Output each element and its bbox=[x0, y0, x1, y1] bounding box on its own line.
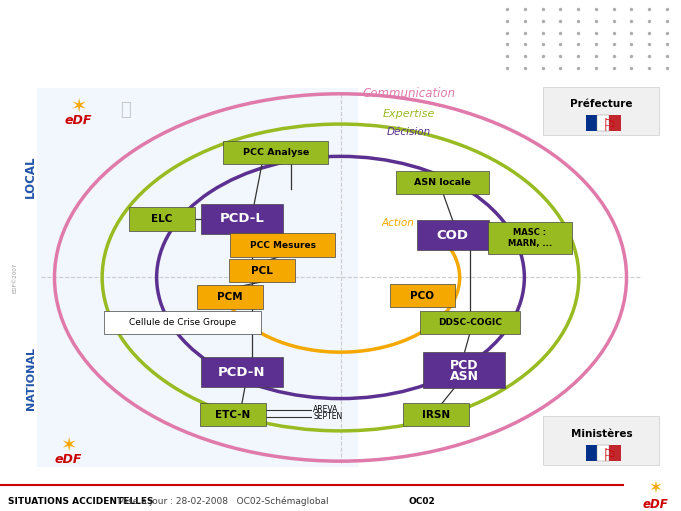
Text: ✶: ✶ bbox=[60, 435, 76, 454]
Text: eDF: eDF bbox=[642, 498, 668, 510]
FancyBboxPatch shape bbox=[200, 357, 283, 387]
FancyBboxPatch shape bbox=[597, 445, 609, 461]
FancyBboxPatch shape bbox=[229, 259, 295, 282]
Text: Schéma global: Schéma global bbox=[9, 53, 101, 65]
Text: AREVA: AREVA bbox=[313, 405, 338, 414]
Text: SITUATIONS ACCIDENTELLES: SITUATIONS ACCIDENTELLES bbox=[8, 497, 154, 506]
FancyBboxPatch shape bbox=[200, 403, 266, 427]
Text: eDF: eDF bbox=[54, 453, 82, 467]
FancyBboxPatch shape bbox=[197, 285, 263, 309]
Text: ETC-N: ETC-N bbox=[215, 410, 251, 420]
Text: PCD: PCD bbox=[450, 359, 478, 371]
FancyBboxPatch shape bbox=[417, 220, 489, 250]
Text: Préfecture: Préfecture bbox=[570, 99, 633, 109]
Text: PCO: PCO bbox=[410, 291, 434, 300]
Text: Expertise: Expertise bbox=[383, 109, 434, 119]
Text: ORGANISATION DE CRISE NUCLÉAIRE: ORGANISATION DE CRISE NUCLÉAIRE bbox=[9, 13, 398, 32]
Text: PCC Mesures: PCC Mesures bbox=[250, 241, 315, 250]
Text: IRSN: IRSN bbox=[422, 410, 450, 420]
FancyBboxPatch shape bbox=[543, 86, 659, 135]
FancyBboxPatch shape bbox=[37, 88, 358, 467]
Text: Décision: Décision bbox=[387, 127, 430, 137]
Text: ⚐: ⚐ bbox=[601, 447, 616, 465]
FancyBboxPatch shape bbox=[488, 222, 572, 254]
FancyBboxPatch shape bbox=[609, 445, 621, 461]
Text: NATIONAL: NATIONAL bbox=[26, 347, 35, 410]
Text: Ministères: Ministères bbox=[571, 429, 632, 439]
Text: PCM: PCM bbox=[217, 292, 243, 302]
Text: SEPTEN: SEPTEN bbox=[313, 412, 343, 421]
Text: MASC :
MARN, ...: MASC : MARN, ... bbox=[508, 228, 552, 248]
Text: PCC Analyse: PCC Analyse bbox=[242, 148, 309, 157]
Text: ASN: ASN bbox=[449, 370, 479, 383]
FancyBboxPatch shape bbox=[223, 141, 328, 164]
FancyBboxPatch shape bbox=[423, 352, 505, 388]
Text: ✶: ✶ bbox=[648, 479, 662, 497]
FancyBboxPatch shape bbox=[230, 234, 335, 257]
FancyBboxPatch shape bbox=[200, 204, 283, 234]
FancyBboxPatch shape bbox=[396, 171, 489, 194]
FancyBboxPatch shape bbox=[104, 311, 262, 334]
FancyBboxPatch shape bbox=[586, 445, 597, 461]
Text: ⚐: ⚐ bbox=[601, 117, 616, 135]
FancyBboxPatch shape bbox=[403, 403, 469, 427]
Text: DDSC-COGIC: DDSC-COGIC bbox=[438, 318, 502, 327]
FancyBboxPatch shape bbox=[543, 416, 659, 465]
FancyBboxPatch shape bbox=[586, 115, 597, 131]
Text: LOCAL: LOCAL bbox=[24, 155, 37, 198]
Text: EDF©2007: EDF©2007 bbox=[12, 262, 18, 293]
Text: eDF: eDF bbox=[65, 113, 92, 127]
Text: ASN locale: ASN locale bbox=[414, 178, 471, 187]
Text: ✶: ✶ bbox=[70, 97, 86, 115]
Text: ELC: ELC bbox=[151, 214, 173, 224]
Text: PCD-L: PCD-L bbox=[219, 213, 264, 225]
Text: OC02: OC02 bbox=[409, 497, 435, 506]
Text: Cellule de Crise Groupe: Cellule de Crise Groupe bbox=[129, 318, 236, 327]
Text: Action: Action bbox=[382, 218, 415, 228]
Text: 🏗: 🏗 bbox=[121, 101, 131, 119]
FancyBboxPatch shape bbox=[609, 115, 621, 131]
FancyBboxPatch shape bbox=[420, 311, 520, 334]
FancyBboxPatch shape bbox=[129, 207, 195, 230]
FancyBboxPatch shape bbox=[390, 284, 455, 307]
Text: COD: COD bbox=[437, 228, 469, 242]
Text: PCL: PCL bbox=[251, 266, 273, 275]
Text: Communication: Communication bbox=[362, 87, 455, 100]
Text: Mise à jour : 28-02-2008   OC02-Schémaglobal: Mise à jour : 28-02-2008 OC02-Schémaglob… bbox=[112, 497, 335, 506]
Text: PCD-N: PCD-N bbox=[218, 366, 266, 379]
FancyBboxPatch shape bbox=[597, 115, 609, 131]
